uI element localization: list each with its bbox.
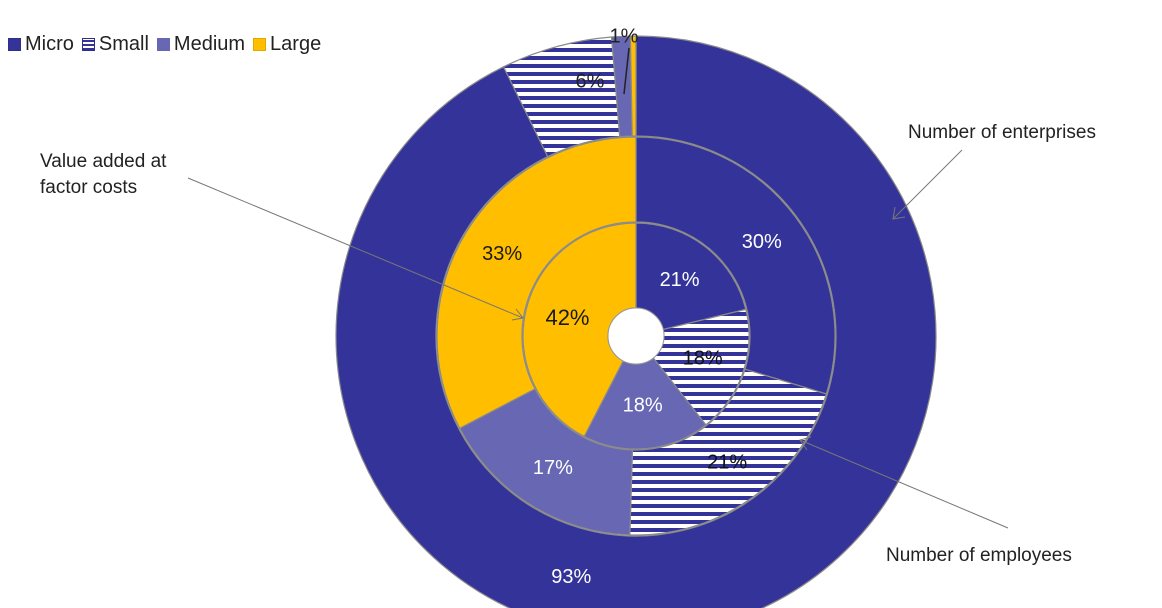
legend-swatch-medium (156, 38, 170, 51)
arrowhead-employees (799, 436, 812, 451)
arrowhead-value-added (511, 308, 524, 321)
data-label-outer-micro: 93% (551, 566, 591, 588)
legend-item-large: Large (253, 33, 321, 56)
arrow-line-employees (799, 439, 1009, 529)
legend-swatch-small (81, 38, 95, 51)
data-label-outer-small: 6% (576, 70, 605, 92)
label-value-added-line1: Value added at (40, 151, 167, 172)
data-label-inner-medium: 18% (623, 394, 663, 416)
arrow-line-value-added (187, 177, 524, 319)
data-label-middle-large: 33% (482, 243, 522, 265)
chart-rings (335, 35, 937, 608)
slice-middle-small (629, 368, 828, 536)
slice-middle-micro (635, 136, 836, 395)
legend-swatch-large (253, 38, 267, 51)
data-label-middle-micro: 30% (742, 231, 782, 253)
legend-label-small: Small (98, 33, 149, 55)
slice-middle-large (436, 136, 637, 430)
label-number-of-employees: Number of employees (886, 545, 1072, 566)
arrowhead-enterprises (892, 206, 906, 220)
leader-line-outer-medium (623, 47, 630, 95)
legend-item-micro: Micro (8, 33, 74, 56)
legend: Micro Small Medium Large (8, 33, 321, 56)
legend-item-medium: Medium (156, 33, 246, 56)
data-label-inner-micro: 21% (660, 269, 700, 291)
legend-label-large: Large (270, 33, 322, 55)
legend-item-small: Small (81, 33, 149, 56)
legend-label-medium: Medium (173, 33, 246, 55)
arrow-line-enterprises (892, 149, 963, 220)
legend-label-micro: Micro (25, 33, 74, 55)
data-label-outer-medium: 1% (610, 25, 639, 47)
chart-labels: 93% 6% 1% 30% 21% 17% 33% 21% 18% 18% 42% (482, 25, 782, 587)
legend-swatch-micro (8, 38, 21, 51)
slice-outer-large (629, 35, 637, 137)
data-label-middle-medium: 17% (533, 457, 573, 479)
center-hole (607, 307, 665, 365)
label-number-of-enterprises: Number of enterprises (908, 122, 1096, 143)
data-label-inner-small: 18% (683, 347, 723, 369)
label-value-added-line2: factor costs (40, 177, 138, 198)
data-label-middle-small: 21% (707, 451, 747, 473)
data-label-inner-large: 42% (545, 305, 589, 330)
slice-outer-micro (335, 35, 937, 608)
annotation-arrows (187, 149, 1009, 529)
